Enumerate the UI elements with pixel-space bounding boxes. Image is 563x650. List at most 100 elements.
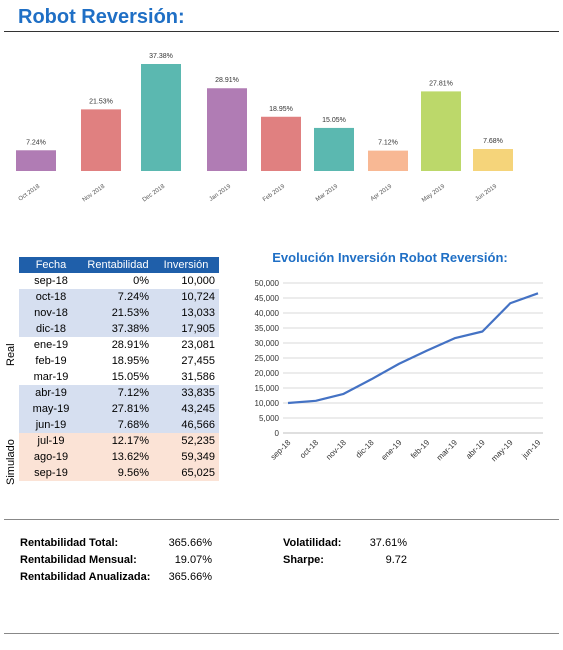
side-label-real: Real bbox=[5, 343, 17, 366]
y-tick-label: 5,000 bbox=[259, 414, 280, 423]
x-tick-label: jun-19 bbox=[520, 438, 543, 461]
cell-inversion: 43,245 bbox=[153, 401, 219, 417]
bar bbox=[473, 149, 513, 171]
cell-fecha: abr-19 bbox=[19, 385, 83, 401]
stat-label-mensual: Rentabilidad Mensual: bbox=[20, 554, 137, 566]
cell-rentabilidad: 12.17% bbox=[83, 433, 153, 449]
bar-label: 28.91% bbox=[215, 77, 239, 84]
bar bbox=[207, 88, 247, 171]
table-row: ago-19 13.62% 59,349 bbox=[19, 449, 219, 465]
y-tick-label: 50,000 bbox=[255, 279, 280, 288]
bar-label: 15.05% bbox=[322, 117, 346, 124]
page-title: Robot Reversión: bbox=[18, 6, 185, 28]
cell-rentabilidad: 18.95% bbox=[83, 353, 153, 369]
stat-label-total: Rentabilidad Total: bbox=[20, 537, 119, 549]
cell-rentabilidad: 7.24% bbox=[83, 289, 153, 305]
y-tick-label: 10,000 bbox=[255, 399, 280, 408]
stat-value-volatilidad: 37.61% bbox=[369, 537, 407, 549]
bar-label: 37.38% bbox=[149, 53, 173, 60]
left-stat-labels: Rentabilidad Total: Rentabilidad Mensual… bbox=[20, 535, 150, 586]
cell-rentabilidad: 13.62% bbox=[83, 449, 153, 465]
x-tick-label: oct-18 bbox=[298, 438, 320, 460]
x-tick-label: nov-18 bbox=[324, 438, 348, 462]
returns-table: Fecha Rentabilidad Inversión sep-18 0% 10,… bbox=[19, 257, 219, 481]
bar-label: 7.68% bbox=[483, 138, 503, 145]
bar-label: 7.12% bbox=[378, 140, 398, 147]
cell-inversion: 33,835 bbox=[153, 385, 219, 401]
cell-inversion: 10,000 bbox=[153, 273, 219, 289]
cell-rentabilidad: 27.81% bbox=[83, 401, 153, 417]
title-divider bbox=[4, 31, 559, 32]
table-row: mar-19 15.05% 31,586 bbox=[19, 369, 219, 385]
left-stat-values: 365.66% 19.07% 365.66% bbox=[160, 535, 212, 586]
stats-top-divider bbox=[4, 519, 559, 520]
table-row: ene-19 28.91% 23,081 bbox=[19, 337, 219, 353]
cell-fecha: nov-18 bbox=[19, 305, 83, 321]
table-row: nov-18 21.53% 13,033 bbox=[19, 305, 219, 321]
x-tick-label: ene-19 bbox=[380, 438, 404, 462]
y-tick-label: 25,000 bbox=[255, 354, 280, 363]
cell-inversion: 46,566 bbox=[153, 417, 219, 433]
cell-inversion: 10,724 bbox=[153, 289, 219, 305]
category-label: Mar 2019 bbox=[315, 183, 340, 203]
bar-label: 7.24% bbox=[26, 139, 46, 146]
cell-inversion: 23,081 bbox=[153, 337, 219, 353]
y-tick-label: 30,000 bbox=[255, 339, 280, 348]
cell-fecha: may-19 bbox=[19, 401, 83, 417]
bar-chart: 7.24% Oct 2018 21.53% Nov 2018 37.38% Dec 201… bbox=[16, 53, 513, 204]
table-row: sep-18 0% 10,000 bbox=[19, 273, 219, 289]
y-tick-label: 45,000 bbox=[255, 294, 280, 303]
bar bbox=[368, 150, 408, 171]
cell-rentabilidad: 21.53% bbox=[83, 305, 153, 321]
bar-label: 21.53% bbox=[89, 98, 113, 105]
y-tick-label: 40,000 bbox=[255, 309, 280, 318]
y-tick-label: 15,000 bbox=[255, 384, 280, 393]
line-chart: Evolución Inversión Robot Reversión: 0 5,0… bbox=[255, 250, 543, 464]
cell-inversion: 52,235 bbox=[153, 433, 219, 449]
cell-rentabilidad: 9.56% bbox=[83, 465, 153, 481]
stat-label-sharpe: Sharpe: bbox=[283, 554, 324, 566]
x-tick-label: may-19 bbox=[489, 438, 515, 464]
right-stat-labels: Volatilidad: Sharpe: bbox=[283, 535, 341, 569]
cell-rentabilidad: 7.12% bbox=[83, 385, 153, 401]
series-line bbox=[287, 292, 539, 405]
table-row: may-19 27.81% 43,245 bbox=[19, 401, 219, 417]
cell-rentabilidad: 15.05% bbox=[83, 369, 153, 385]
cell-fecha: dic-18 bbox=[19, 321, 83, 337]
table-row: jul-19 12.17% 52,235 bbox=[19, 433, 219, 449]
bar-label: 18.95% bbox=[269, 106, 293, 113]
stat-value-sharpe: 9.72 bbox=[385, 554, 407, 566]
cell-fecha: jun-19 bbox=[19, 417, 83, 433]
cell-inversion: 59,349 bbox=[153, 449, 219, 465]
category-label: Nov 2018 bbox=[82, 183, 107, 203]
bar bbox=[314, 127, 354, 171]
cell-fecha: oct-18 bbox=[19, 289, 83, 305]
bar bbox=[16, 150, 56, 171]
cell-rentabilidad: 37.38% bbox=[83, 321, 153, 337]
cell-rentabilidad: 7.68% bbox=[83, 417, 153, 433]
cell-rentabilidad: 28.91% bbox=[83, 337, 153, 353]
category-label: Feb 2019 bbox=[262, 183, 287, 203]
header-rentabilidad: Rentabilidad bbox=[83, 257, 153, 273]
cell-fecha: feb-19 bbox=[19, 353, 83, 369]
line-chart-title: Evolución Inversión Robot Reversión: bbox=[272, 250, 507, 265]
cell-fecha: ene-19 bbox=[19, 337, 83, 353]
y-tick-label: 35,000 bbox=[255, 324, 280, 333]
x-tick-label: abr-19 bbox=[464, 438, 487, 461]
category-label: May 2019 bbox=[421, 183, 447, 203]
category-label: Oct 2018 bbox=[18, 183, 42, 202]
bar bbox=[81, 109, 121, 171]
table-row: jun-19 7.68% 46,566 bbox=[19, 417, 219, 433]
cell-inversion: 65,025 bbox=[153, 465, 219, 481]
category-label: Jan 2019 bbox=[208, 183, 232, 202]
category-label: Apr 2019 bbox=[370, 183, 394, 202]
bar bbox=[421, 91, 461, 171]
side-label-simulado: Simulado bbox=[5, 439, 17, 485]
cell-fecha: jul-19 bbox=[19, 433, 83, 449]
table-row: feb-19 18.95% 27,455 bbox=[19, 353, 219, 369]
header-fecha: Fecha bbox=[19, 257, 83, 273]
cell-inversion: 13,033 bbox=[153, 305, 219, 321]
header-inversion: Inversión bbox=[153, 257, 219, 273]
cell-fecha: sep-18 bbox=[19, 273, 83, 289]
x-tick-label: feb-19 bbox=[409, 438, 432, 461]
